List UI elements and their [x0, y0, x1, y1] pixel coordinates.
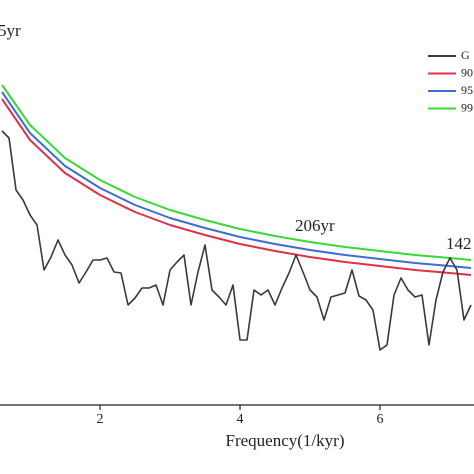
series-line — [1, 130, 472, 351]
x-tick-label: 6 — [376, 412, 383, 427]
x-axis-label: Frequency(1/kyr) — [226, 431, 345, 450]
x-tick-label: 4 — [237, 412, 244, 427]
legend-label: 99 — [461, 100, 473, 114]
legend-label: 90 — [461, 65, 473, 79]
legend-label: G — [461, 48, 470, 62]
x-tick-label: 2 — [97, 412, 104, 427]
series-line — [1, 98, 472, 276]
annotation: 5yr — [0, 21, 21, 40]
series-line — [1, 84, 472, 261]
legend-label: 95 — [461, 83, 473, 97]
annotation: 142 — [446, 234, 472, 253]
annotation: 206yr — [295, 216, 335, 235]
series-line — [1, 91, 472, 269]
